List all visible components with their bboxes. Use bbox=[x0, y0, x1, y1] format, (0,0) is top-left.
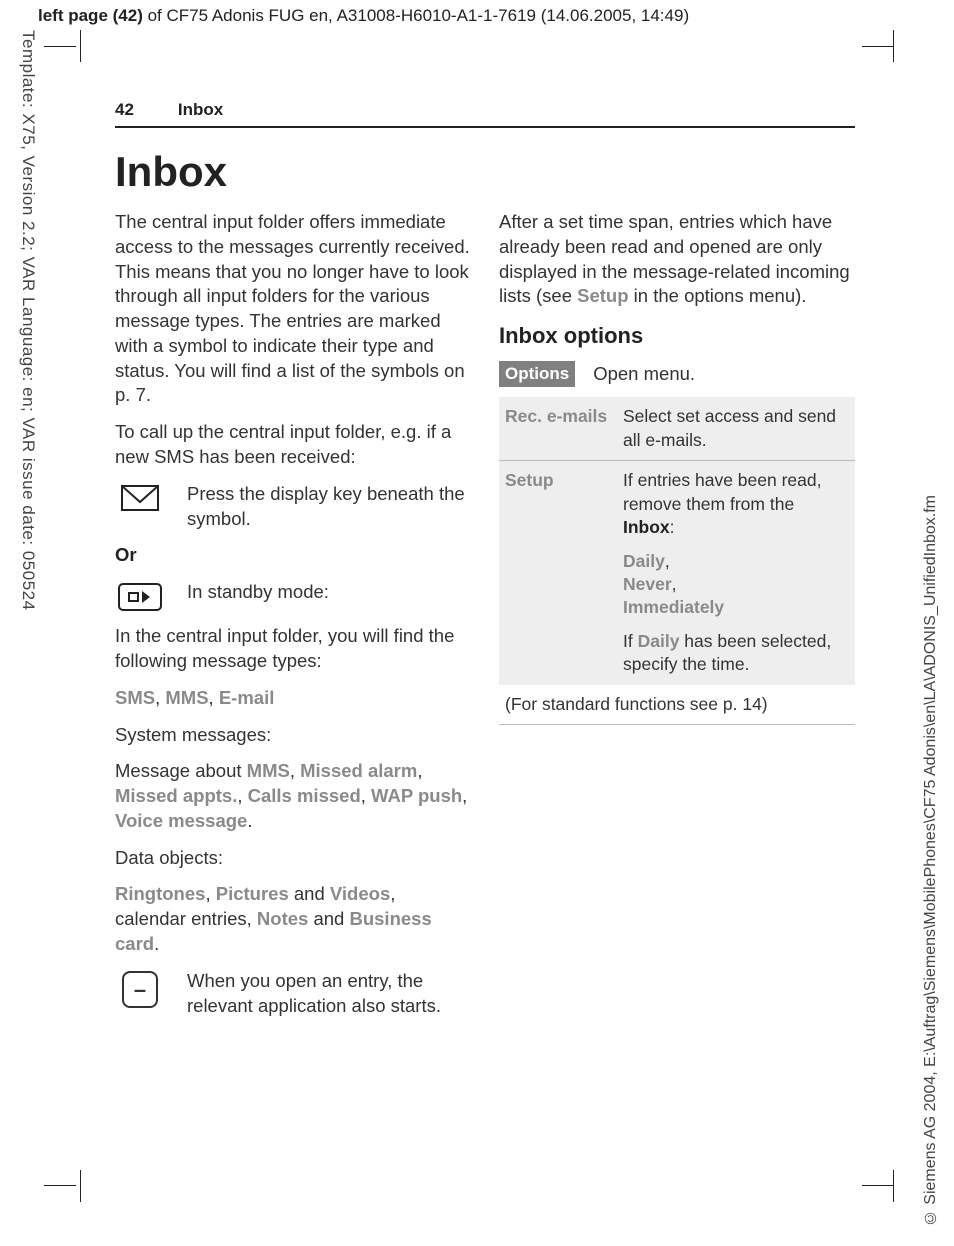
section-name: Inbox bbox=[178, 100, 223, 120]
table-row: Setup If entries have been read, remove … bbox=[499, 461, 855, 685]
sys-missed-alarm: Missed alarm bbox=[300, 760, 417, 781]
running-header: 42 Inbox bbox=[115, 100, 855, 128]
rec-emails-label: Rec. e-mails bbox=[505, 406, 607, 426]
setup-text1: If entries have been read, remove them f… bbox=[623, 470, 821, 513]
table-row: (For standard functions see p. 14) bbox=[499, 685, 855, 725]
right-column: After a set time span, entries which hav… bbox=[499, 210, 855, 1030]
data-objects-label: Data objects: bbox=[115, 846, 471, 871]
press-key-text: Press the display key beneath the symbol… bbox=[187, 482, 471, 532]
envelope-row: Press the display key beneath the symbol… bbox=[115, 482, 471, 532]
columns: The central input folder offers immediat… bbox=[115, 210, 855, 1030]
open-entry-text: When you open an entry, the relevant app… bbox=[187, 969, 471, 1019]
crop-mark bbox=[862, 46, 894, 47]
colon: : bbox=[670, 517, 675, 537]
data-videos: Videos bbox=[330, 883, 390, 904]
standby-row: In standby mode: bbox=[115, 580, 471, 612]
left-column: The central input folder offers immediat… bbox=[115, 210, 471, 1030]
top-header-rest: of CF75 Adonis FUG en, A31008-H6010-A1-1… bbox=[143, 6, 689, 25]
options-table: Rec. e-mails Select set access and send … bbox=[499, 397, 855, 725]
after-time-end: in the options menu). bbox=[629, 285, 807, 306]
options-badge: Options bbox=[499, 361, 575, 388]
envelope-icon bbox=[115, 482, 165, 512]
system-messages-list: Message about MMS, Missed alarm, Missed … bbox=[115, 759, 471, 833]
system-messages-label: System messages: bbox=[115, 723, 471, 748]
inbox-word: Inbox bbox=[623, 517, 670, 537]
or-label: Or bbox=[115, 543, 471, 568]
minus-key-icon: – bbox=[115, 969, 165, 1008]
left-margin-text: Template: X75, Version 2.2; VAR Language… bbox=[18, 30, 38, 611]
sys-mms: MMS bbox=[247, 760, 290, 781]
softkey-icon bbox=[115, 580, 165, 612]
data-notes: Notes bbox=[257, 908, 308, 929]
crop-mark bbox=[893, 1170, 894, 1202]
open-menu-text: Open menu. bbox=[593, 362, 695, 387]
opt-never: Never bbox=[623, 574, 672, 594]
sys-calls-missed: Calls missed bbox=[248, 785, 361, 806]
top-header: left page (42) of CF75 Adonis FUG en, A3… bbox=[38, 6, 689, 26]
message-types-line: SMS, MMS, E-mail bbox=[115, 686, 471, 711]
crop-mark bbox=[80, 30, 81, 62]
data-pictures: Pictures bbox=[216, 883, 289, 904]
msg-about-prefix: Message about bbox=[115, 760, 247, 781]
standby-text: In standby mode: bbox=[187, 580, 471, 605]
crop-mark bbox=[893, 30, 894, 62]
sys-wap-push: WAP push bbox=[371, 785, 462, 806]
type-sms: SMS bbox=[115, 687, 155, 708]
sys-missed-appts: Missed appts. bbox=[115, 785, 237, 806]
opt-daily: Daily bbox=[623, 551, 665, 571]
type-email: E-mail bbox=[219, 687, 275, 708]
data-ringtones: Ringtones bbox=[115, 883, 205, 904]
after-time-paragraph: After a set time span, entries which hav… bbox=[499, 210, 855, 309]
intro-paragraph: The central input folder offers immediat… bbox=[115, 210, 471, 408]
crop-mark bbox=[44, 1185, 76, 1186]
table-row: Rec. e-mails Select set access and send … bbox=[499, 397, 855, 460]
sys-voice-message: Voice message bbox=[115, 810, 247, 831]
crop-mark bbox=[862, 1185, 894, 1186]
if-text: If bbox=[623, 631, 638, 651]
inbox-options-heading: Inbox options bbox=[499, 321, 855, 350]
footnote: (For standard functions see p. 14) bbox=[499, 685, 855, 725]
setup-inline: Setup bbox=[577, 285, 628, 306]
and2: and bbox=[308, 908, 349, 929]
page-number: 42 bbox=[115, 100, 134, 120]
top-header-bold: left page (42) bbox=[38, 6, 143, 25]
crop-mark bbox=[80, 1170, 81, 1202]
page-title: Inbox bbox=[115, 148, 855, 196]
in-folder-text: In the central input folder, you will fi… bbox=[115, 624, 471, 674]
rec-emails-text: Select set access and send all e-mails. bbox=[617, 397, 855, 460]
right-margin-text: © Siemens AG 2004, E:\Auftrag\Siemens\Mo… bbox=[922, 495, 940, 1226]
type-mms: MMS bbox=[165, 687, 208, 708]
page-content: 42 Inbox Inbox The central input folder … bbox=[115, 100, 855, 1030]
setup-cell: If entries have been read, remove them f… bbox=[617, 461, 855, 685]
crop-mark bbox=[44, 46, 76, 47]
open-entry-row: – When you open an entry, the relevant a… bbox=[115, 969, 471, 1019]
options-row: Options Open menu. bbox=[499, 361, 855, 388]
setup-label: Setup bbox=[505, 470, 554, 490]
daily-inline: Daily bbox=[638, 631, 680, 651]
opt-immediately: Immediately bbox=[623, 597, 724, 617]
data-objects-list: Ringtones, Pictures and Videos, calendar… bbox=[115, 882, 471, 956]
and1: and bbox=[289, 883, 330, 904]
callup-paragraph: To call up the central input folder, e.g… bbox=[115, 420, 471, 470]
